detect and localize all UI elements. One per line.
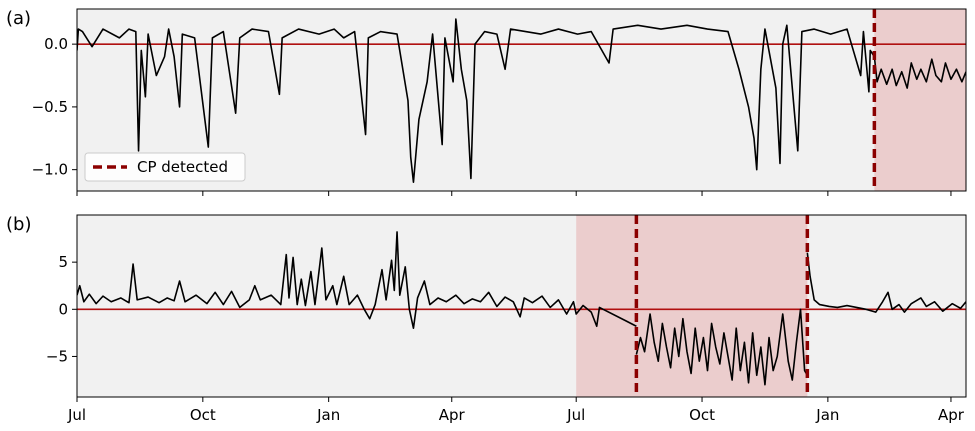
- series-line: [635, 308, 809, 386]
- x-tick-label: Jul: [566, 406, 585, 424]
- panel-label: (b): [6, 214, 31, 235]
- series-line: [873, 56, 966, 89]
- legend-box: [84, 152, 246, 182]
- x-tick-label: Oct: [689, 406, 715, 424]
- x-tick-label: Jan: [316, 406, 340, 424]
- x-tick-label: Jan: [815, 406, 839, 424]
- y-tick-label: −5: [46, 347, 68, 365]
- y-tick-label: 0: [58, 300, 68, 318]
- plot-area: [77, 215, 966, 397]
- y-tick-label: −1.0: [32, 161, 68, 179]
- x-tick-label: Jul: [67, 406, 86, 424]
- x-tick-label: Apr: [439, 406, 466, 424]
- series-line: [806, 252, 966, 313]
- shaded-region: [874, 9, 966, 191]
- x-tick-label: Apr: [938, 406, 965, 424]
- legend-label: CP detected: [137, 158, 228, 176]
- x-tick-label: Oct: [190, 406, 216, 424]
- y-tick-label: 0.0: [44, 35, 68, 53]
- y-tick-label: −0.5: [32, 98, 68, 116]
- series-line: [77, 231, 637, 329]
- plot-content: [77, 9, 966, 191]
- panel-label: (a): [6, 8, 31, 29]
- y-tick-label: 5: [58, 253, 68, 271]
- series-line: [77, 18, 876, 184]
- panel-b: 5 0 −5 Jul Oct Jan Apr Jul Oct Jan Apr (b): [6, 214, 967, 424]
- panel-a: 0.0 −0.5 −1.0 (a) CP detected: [6, 8, 967, 196]
- axes-frame: [76, 214, 967, 398]
- plot-content: [77, 215, 966, 397]
- legend: CP detected: [84, 152, 246, 182]
- axes-frame: [76, 8, 967, 192]
